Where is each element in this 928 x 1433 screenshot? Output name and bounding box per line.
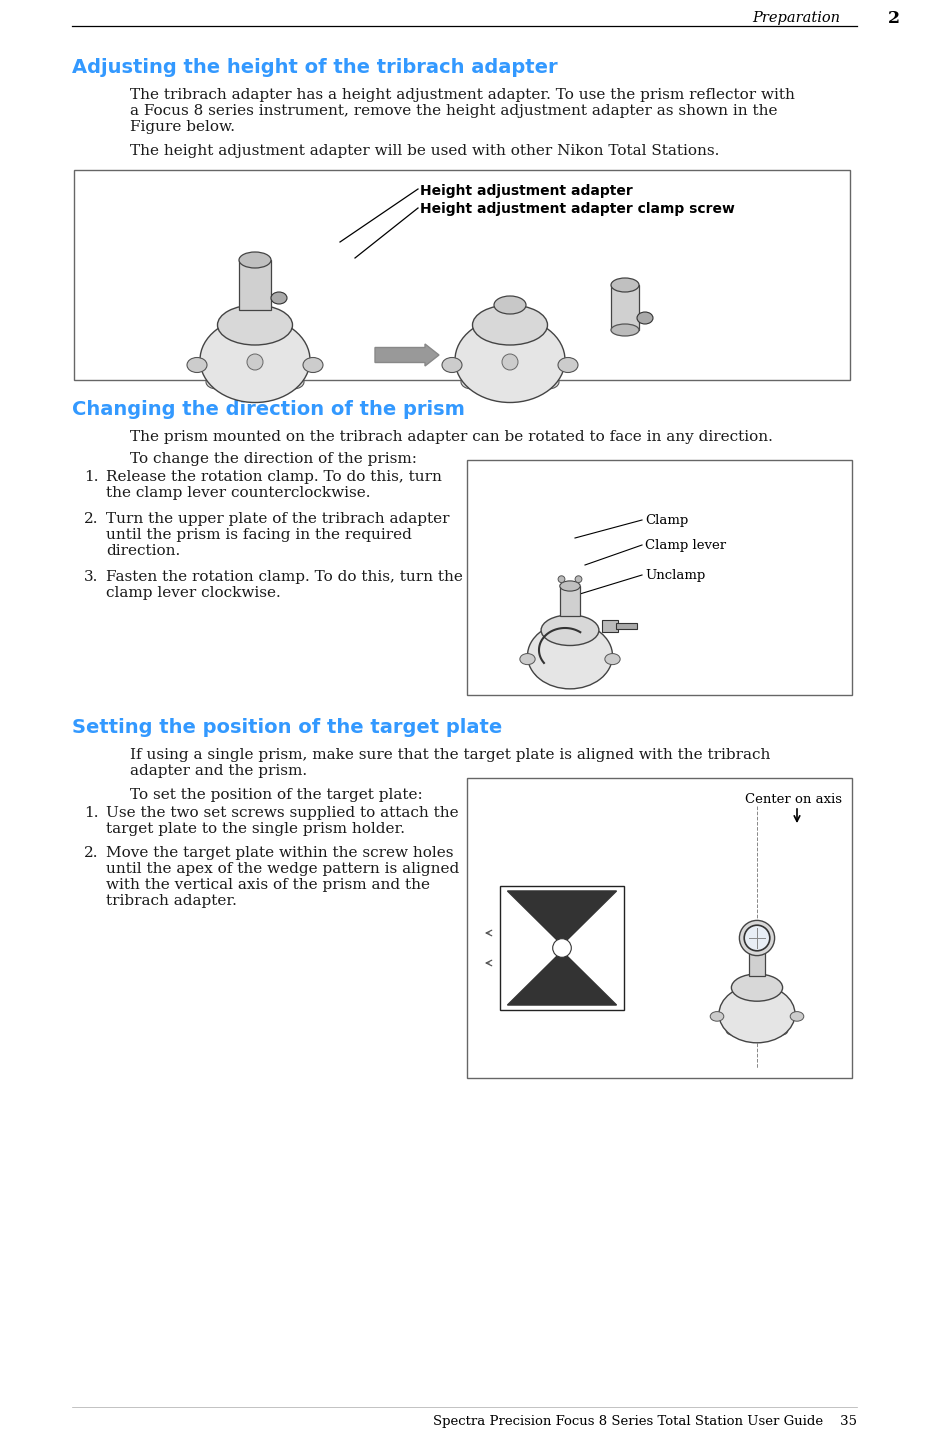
Ellipse shape bbox=[455, 318, 564, 403]
Polygon shape bbox=[568, 933, 616, 963]
Text: 3.: 3. bbox=[84, 570, 98, 585]
Ellipse shape bbox=[558, 357, 577, 373]
Text: Clamp: Clamp bbox=[644, 513, 688, 526]
Ellipse shape bbox=[718, 986, 794, 1043]
Text: Changing the direction of the prism: Changing the direction of the prism bbox=[72, 400, 464, 418]
Ellipse shape bbox=[561, 665, 577, 675]
Text: target plate to the single prism holder.: target plate to the single prism holder. bbox=[106, 823, 405, 835]
Ellipse shape bbox=[726, 1026, 739, 1035]
Bar bbox=[467, 778, 851, 1078]
Text: the clamp lever counterclockwise.: the clamp lever counterclockwise. bbox=[106, 486, 370, 500]
Text: Unclamp: Unclamp bbox=[644, 569, 704, 582]
Text: direction.: direction. bbox=[106, 545, 180, 557]
Ellipse shape bbox=[282, 375, 303, 388]
Polygon shape bbox=[507, 952, 616, 1005]
Text: 2.: 2. bbox=[84, 845, 98, 860]
Ellipse shape bbox=[709, 1012, 723, 1022]
Circle shape bbox=[247, 354, 263, 370]
Bar bbox=[74, 171, 849, 380]
Polygon shape bbox=[507, 891, 616, 944]
Bar bbox=[238, 259, 271, 310]
Ellipse shape bbox=[520, 653, 535, 665]
Bar bbox=[560, 586, 580, 616]
Ellipse shape bbox=[238, 252, 271, 268]
Text: 1.: 1. bbox=[84, 470, 98, 484]
Text: Center on axis: Center on axis bbox=[744, 792, 841, 805]
Ellipse shape bbox=[442, 357, 461, 373]
Ellipse shape bbox=[187, 357, 207, 373]
Text: Turn the upper plate of the tribrach adapter: Turn the upper plate of the tribrach ada… bbox=[106, 512, 449, 526]
Ellipse shape bbox=[535, 668, 550, 678]
Text: Figure below.: Figure below. bbox=[130, 120, 235, 135]
Ellipse shape bbox=[790, 1012, 803, 1022]
Text: To set the position of the target plate:: To set the position of the target plate: bbox=[130, 788, 422, 802]
Text: Adjusting the height of the tribrach adapter: Adjusting the height of the tribrach ada… bbox=[72, 57, 557, 77]
Ellipse shape bbox=[217, 305, 292, 345]
Text: 2.: 2. bbox=[84, 512, 98, 526]
Ellipse shape bbox=[560, 580, 580, 590]
Circle shape bbox=[558, 576, 564, 583]
Ellipse shape bbox=[498, 371, 521, 385]
Ellipse shape bbox=[303, 357, 323, 373]
Ellipse shape bbox=[206, 375, 227, 388]
Text: If using a single prism, make sure that the target plate is aligned with the tri: If using a single prism, make sure that … bbox=[130, 748, 769, 762]
Circle shape bbox=[743, 926, 769, 952]
FancyArrow shape bbox=[375, 344, 439, 365]
Bar bbox=[499, 886, 624, 1010]
Ellipse shape bbox=[588, 668, 605, 678]
Circle shape bbox=[574, 576, 581, 583]
Ellipse shape bbox=[536, 375, 559, 388]
Ellipse shape bbox=[472, 305, 547, 345]
Text: Fasten the rotation clamp. To do this, turn the: Fasten the rotation clamp. To do this, t… bbox=[106, 570, 462, 585]
Bar bbox=[467, 460, 851, 695]
Text: until the prism is facing in the required: until the prism is facing in the require… bbox=[106, 527, 411, 542]
Text: 1.: 1. bbox=[84, 805, 98, 820]
Text: Release the rotation clamp. To do this, turn: Release the rotation clamp. To do this, … bbox=[106, 470, 442, 484]
Ellipse shape bbox=[773, 1026, 787, 1035]
Circle shape bbox=[739, 920, 774, 956]
Ellipse shape bbox=[604, 653, 620, 665]
Text: Clamp lever: Clamp lever bbox=[644, 539, 726, 552]
Ellipse shape bbox=[244, 371, 265, 385]
Ellipse shape bbox=[494, 297, 525, 314]
Text: Use the two set screws supplied to attach the: Use the two set screws supplied to attac… bbox=[106, 805, 458, 820]
Text: Height adjustment adapter: Height adjustment adapter bbox=[419, 183, 632, 198]
Text: To change the direction of the prism:: To change the direction of the prism: bbox=[130, 451, 417, 466]
Bar bbox=[748, 943, 764, 976]
Text: tribrach adapter.: tribrach adapter. bbox=[106, 894, 237, 909]
Ellipse shape bbox=[750, 1023, 763, 1032]
Text: Preparation: Preparation bbox=[751, 11, 839, 24]
Ellipse shape bbox=[540, 615, 599, 645]
Text: Setting the position of the target plate: Setting the position of the target plate bbox=[72, 718, 502, 737]
Text: a Focus 8 series instrument, remove the height adjustment adapter as shown in th: a Focus 8 series instrument, remove the … bbox=[130, 105, 777, 118]
Circle shape bbox=[501, 354, 518, 370]
Ellipse shape bbox=[611, 324, 638, 335]
Ellipse shape bbox=[527, 622, 612, 689]
Bar bbox=[601, 620, 617, 632]
Text: with the vertical axis of the prism and the: with the vertical axis of the prism and … bbox=[106, 878, 430, 891]
Circle shape bbox=[552, 939, 571, 957]
Text: clamp lever clockwise.: clamp lever clockwise. bbox=[106, 586, 280, 600]
Polygon shape bbox=[507, 933, 555, 963]
Text: until the apex of the wedge pattern is aligned: until the apex of the wedge pattern is a… bbox=[106, 863, 458, 876]
Ellipse shape bbox=[200, 318, 310, 403]
Ellipse shape bbox=[637, 312, 652, 324]
Ellipse shape bbox=[611, 278, 638, 292]
Ellipse shape bbox=[460, 375, 483, 388]
Bar bbox=[615, 622, 637, 629]
Text: Move the target plate within the screw holes: Move the target plate within the screw h… bbox=[106, 845, 453, 860]
Ellipse shape bbox=[271, 292, 287, 304]
Text: The prism mounted on the tribrach adapter can be rotated to face in any directio: The prism mounted on the tribrach adapte… bbox=[130, 430, 772, 444]
Text: 2: 2 bbox=[887, 10, 899, 26]
Text: Spectra Precision Focus 8 Series Total Station User Guide    35: Spectra Precision Focus 8 Series Total S… bbox=[432, 1414, 856, 1429]
Text: adapter and the prism.: adapter and the prism. bbox=[130, 764, 307, 778]
Text: The tribrach adapter has a height adjustment adapter. To use the prism reflector: The tribrach adapter has a height adjust… bbox=[130, 87, 794, 102]
Ellipse shape bbox=[730, 974, 781, 1002]
Bar bbox=[611, 285, 638, 330]
Text: Height adjustment adapter clamp screw: Height adjustment adapter clamp screw bbox=[419, 202, 734, 216]
Text: The height adjustment adapter will be used with other Nikon Total Stations.: The height adjustment adapter will be us… bbox=[130, 143, 718, 158]
